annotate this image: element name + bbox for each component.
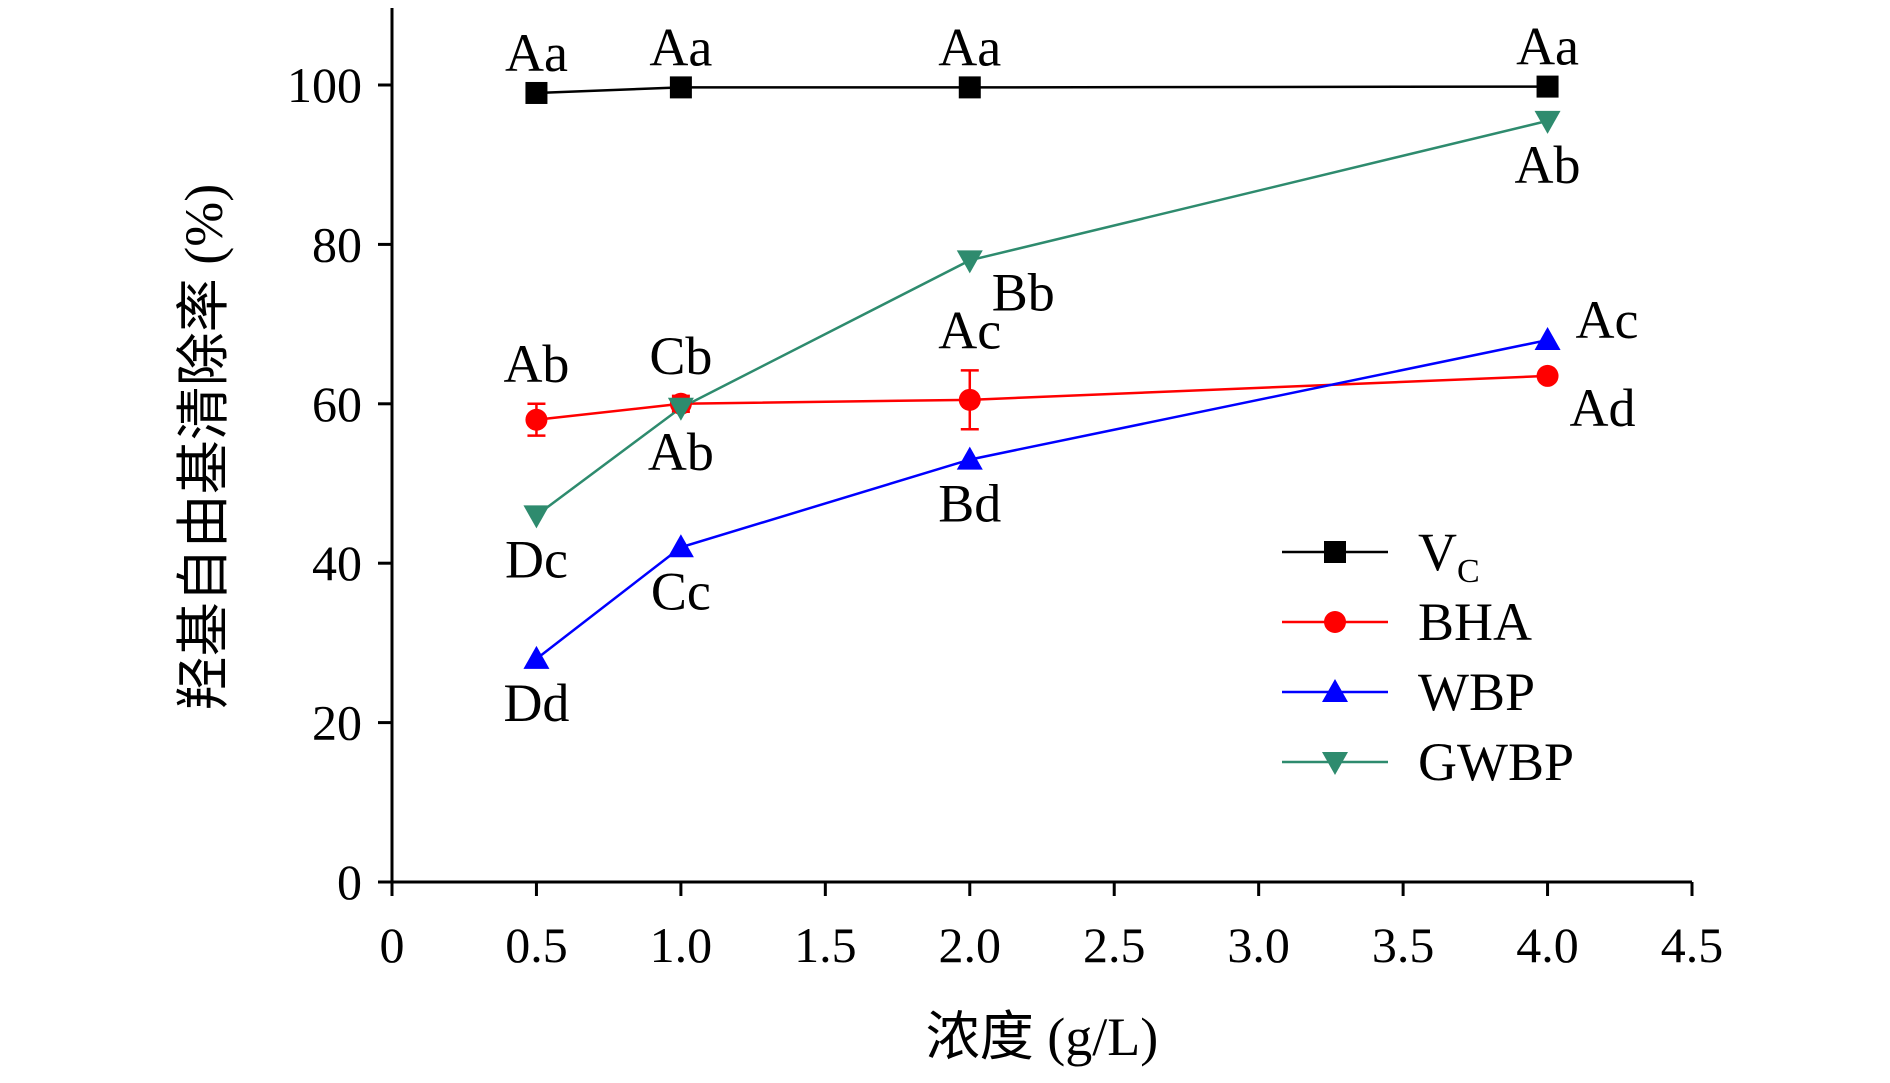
data-point-square-marker [1324,541,1346,563]
data-point-triangle-down-marker [1322,752,1348,775]
series-line-vc [536,85,1548,95]
x-tick-label: 4.0 [1516,917,1579,973]
significance-label: Bb [992,262,1055,322]
data-point-triangle-down-marker [667,397,694,421]
legend-label-wbp: WBP [1418,662,1535,722]
series-lines [535,85,1548,660]
data-point-circle-marker [1536,364,1559,387]
data-points [523,75,1561,669]
significance-label: Cb [649,326,712,386]
significance-label: Dc [505,529,568,589]
significance-label: Aa [938,17,1001,77]
x-tick-label: 3.5 [1372,917,1435,973]
legend-label-gwbp: GWBP [1418,732,1574,792]
x-tick-label: 1.0 [650,917,713,973]
data-point-circle-marker [1324,611,1346,633]
legend-label-vc: VC [1418,522,1480,590]
y-axis-label: 羟基自由基清除率 (%) [174,184,234,710]
y-tick-label: 40 [312,535,362,591]
legend-label-bha: BHA [1418,592,1532,652]
data-point-square-marker [1536,75,1559,98]
significance-label: Dd [503,673,569,733]
y-tick-label: 80 [312,216,362,272]
significance-label: Ac [938,300,1001,360]
data-point-triangle-up-marker [1534,327,1561,351]
data-point-triangle-down-marker [956,250,983,274]
data-point-circle-marker [525,408,548,431]
data-point-triangle-up-marker [956,446,983,470]
x-tick-label: 2.5 [1083,917,1146,973]
x-tick-label: 0 [380,917,405,973]
data-point-triangle-down-marker [523,505,550,529]
significance-label: Aa [505,23,568,83]
significance-label: Cc [651,561,711,621]
x-tick-label: 3.0 [1227,917,1290,973]
x-tick-label: 0.5 [505,917,568,973]
x-tick-label: 1.5 [794,917,857,973]
y-tick-label: 20 [312,695,362,751]
data-point-circle-marker [958,388,981,411]
significance-label: Ab [648,422,714,482]
significance-labels: Aa Aa Aa Aa Ab Cb Ac Ad Dd Cc Bd Ac Dc Ab Bb Ab [503,17,1638,733]
data-point-square-marker [669,76,692,99]
data-point-triangle-up-marker [667,534,694,558]
axes: 0 0.5 1.0 1.5 2.0 2.5 3.0 3.5 4.0 4.5 0 20 40 60 80 100 [287,8,1723,973]
significance-label: Bd [938,474,1001,534]
x-tick-label: 2.0 [939,917,1002,973]
data-point-triangle-down-marker [1534,110,1561,134]
series-line-wbp [535,338,1548,660]
data-point-triangle-up-marker [523,645,550,669]
y-tick-label: 0 [337,854,362,910]
data-point-triangle-up-marker [1322,679,1348,702]
significance-label: Ad [1570,378,1636,438]
y-tick-label: 100 [287,57,362,113]
significance-label: Ab [1515,135,1581,195]
x-tick-label: 4.5 [1661,917,1724,973]
x-axis-label: 浓度 (g/L) [926,1007,1158,1067]
data-point-square-marker [525,81,548,104]
significance-label: Aa [1516,17,1579,77]
series-line-bha [536,374,1548,421]
data-point-square-marker [958,76,981,99]
series-line-gwbp [535,119,1548,517]
significance-label: Ab [503,334,569,394]
significance-label: Aa [649,17,712,77]
significance-label: Ac [1576,290,1639,350]
y-tick-label: 60 [312,376,362,432]
